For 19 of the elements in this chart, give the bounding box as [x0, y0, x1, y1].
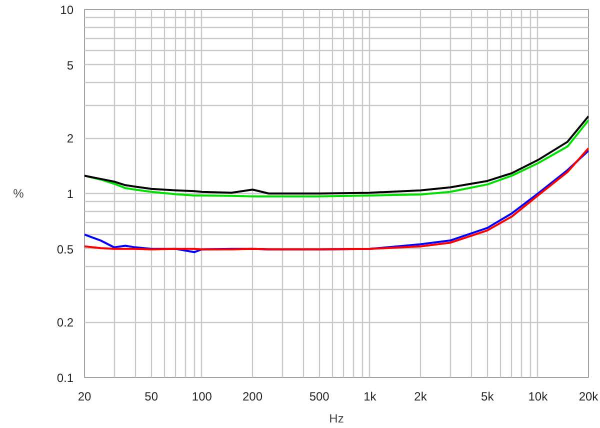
x-tick-label: 20k: [578, 390, 600, 404]
y-tick-label: 0.1: [56, 371, 74, 385]
y-tick-label: 5: [66, 58, 74, 72]
x-tick-label: 20: [78, 390, 92, 404]
y-tick-label: 10: [60, 3, 74, 17]
y-tick-label: 0.2: [56, 316, 74, 330]
y-tick-label: 0.5: [56, 242, 74, 256]
x-tick-label: 500: [309, 390, 330, 404]
x-tick-label: 200: [242, 390, 263, 404]
x-tick-label: 1k: [364, 390, 378, 404]
x-tick-label: 2k: [414, 390, 428, 404]
y-tick-label: 2: [66, 132, 74, 146]
y-tick-label: 1: [66, 187, 74, 201]
x-tick-label: 10k: [528, 390, 549, 404]
x-tick-label: 100: [192, 390, 212, 404]
x-axis-title: Hz: [329, 412, 344, 426]
x-tick-label: 5k: [481, 390, 495, 404]
y-axis-title: %: [13, 186, 24, 200]
x-tick-label: 50: [144, 390, 158, 404]
